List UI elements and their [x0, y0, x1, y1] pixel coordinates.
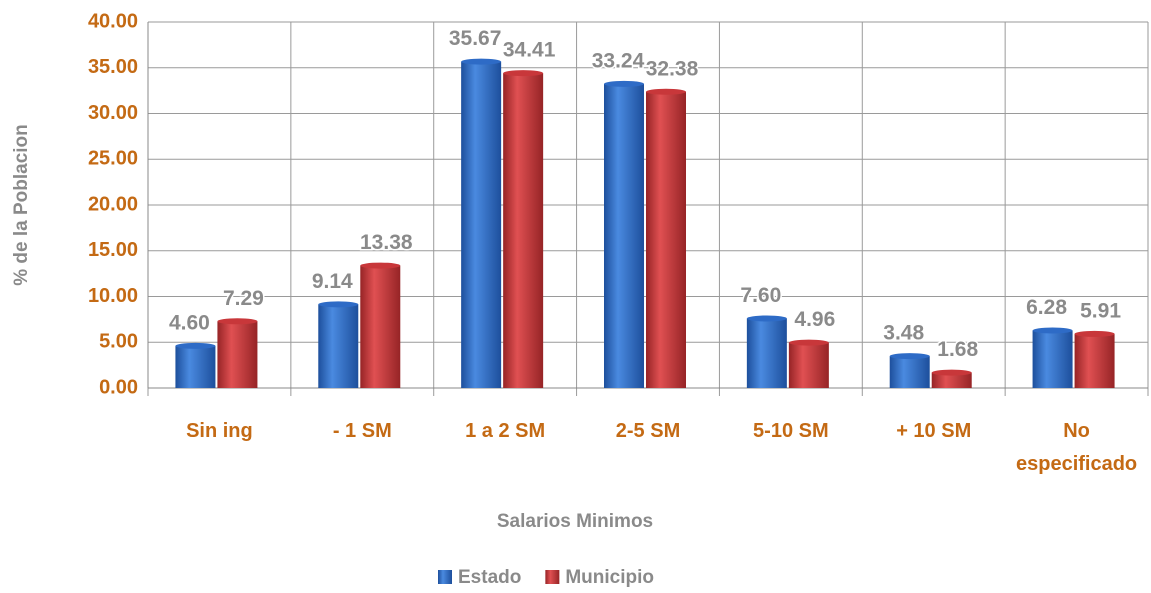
bar	[175, 345, 216, 388]
bar-top	[1074, 330, 1115, 337]
bar-top	[931, 369, 972, 376]
value-label: 13.38	[360, 231, 413, 254]
x-tick-label: 5-10 SM	[753, 420, 829, 442]
value-label: 7.60	[740, 284, 781, 307]
value-label: 4.96	[794, 308, 835, 331]
y-tick-label: 25.00	[88, 148, 138, 170]
y-tick-label: 30.00	[88, 102, 138, 124]
legend-swatch	[545, 570, 560, 584]
value-label: 32.38	[646, 57, 699, 80]
value-label: 5.91	[1080, 299, 1121, 322]
x-tick-label: 2-5 SM	[616, 420, 680, 442]
bar	[461, 61, 502, 388]
bar	[931, 372, 972, 388]
y-tick-label: 0.00	[99, 376, 138, 398]
bar-top	[604, 80, 644, 87]
bar	[217, 321, 258, 388]
bar	[646, 91, 686, 389]
bar-top	[217, 318, 258, 325]
value-label: 9.14	[312, 270, 353, 293]
bar	[318, 304, 359, 388]
y-tick-label: 20.00	[88, 193, 138, 215]
x-tick-label: No especificado	[1016, 420, 1137, 475]
y-tick-label: 10.00	[88, 285, 138, 307]
y-tick-label: 40.00	[88, 10, 138, 32]
value-label: 35.67	[449, 27, 502, 50]
bar	[503, 73, 544, 388]
y-tick-label: 35.00	[88, 56, 138, 78]
bar	[1074, 333, 1115, 388]
y-tick-label: 5.00	[99, 331, 138, 353]
bar-top	[360, 262, 401, 269]
bar	[889, 356, 930, 388]
legend-label: Estado	[458, 567, 521, 588]
bar-top	[746, 315, 787, 322]
bar	[1032, 330, 1073, 388]
value-label: 3.48	[883, 322, 924, 345]
value-label: 4.60	[169, 311, 210, 334]
bar-top	[175, 342, 216, 349]
y-axis-title: % de la Poblacion	[11, 124, 32, 286]
legend-swatch	[438, 570, 452, 584]
x-tick-label: + 10 SM	[896, 420, 971, 442]
bar	[746, 318, 787, 388]
bar	[604, 83, 644, 388]
bar-top	[646, 88, 686, 95]
value-label: 34.41	[503, 39, 556, 62]
value-label: 7.29	[223, 287, 264, 310]
bar-top	[503, 70, 544, 77]
bar-top	[889, 353, 930, 360]
value-label: 33.24	[592, 49, 645, 72]
x-tick-label: Sin ing	[186, 420, 253, 442]
bar-top	[788, 339, 829, 346]
bar	[788, 342, 829, 388]
legend-label: Municipio	[565, 567, 654, 588]
bar-top	[1032, 327, 1073, 334]
x-axis-title: Salarios Minimos	[497, 511, 653, 532]
bar-top	[318, 301, 359, 308]
bar-top	[461, 58, 502, 65]
x-tick-label: - 1 SM	[333, 420, 392, 442]
value-label: 1.68	[937, 338, 978, 361]
x-tick-label: 1 a 2 SM	[465, 420, 545, 442]
value-label: 6.28	[1026, 296, 1067, 319]
y-tick-label: 15.00	[88, 239, 138, 261]
bar	[360, 265, 401, 388]
